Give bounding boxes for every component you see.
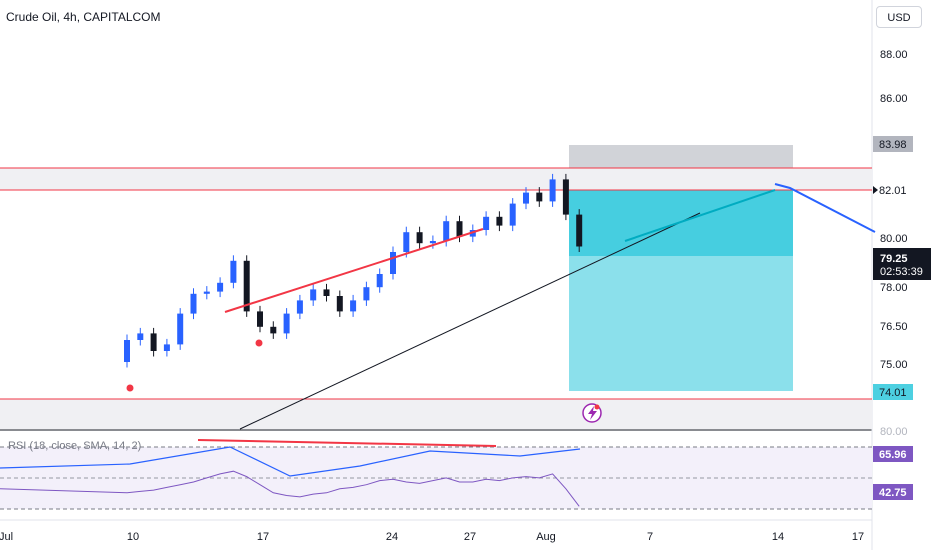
candle-body (257, 311, 263, 327)
time-tick-label: 17 (257, 531, 269, 543)
candle-body (429, 241, 436, 244)
rsi-value-label: 65.96 (879, 449, 907, 461)
candle-body (137, 333, 144, 340)
candle-body (376, 274, 383, 288)
trend-lines (224, 183, 876, 430)
price-tick-label: 76.50 (880, 321, 908, 333)
candle-body (363, 287, 370, 301)
candle-body (536, 192, 543, 202)
candle-body (549, 179, 556, 202)
forecast-path (774, 183, 876, 233)
candle-body (310, 289, 317, 301)
horizontal-levels (0, 167, 872, 429)
rsi-tick-label: 80.00 (880, 426, 908, 438)
rsi-pane: 80.00 65.96 42.75 (0, 426, 913, 510)
price-tick-label: 75.00 (880, 359, 908, 371)
marker-dot (126, 384, 134, 392)
candle-body (443, 221, 450, 241)
last-price-label: 79.25 (880, 253, 908, 265)
time-axis: Jul 10 17 24 27 Aug 7 14 17 (0, 531, 864, 543)
support-band (0, 399, 872, 429)
time-tick-label: 27 (464, 531, 476, 543)
symbol-title: Crude Oil, 4h, CAPITALCOM (6, 10, 161, 24)
target-price-label-box (873, 384, 913, 400)
time-tick-label: 7 (647, 531, 653, 543)
candle-body (576, 214, 583, 247)
price-tick-label: 88.00 (880, 49, 908, 61)
candle-body (296, 300, 303, 314)
time-tick-label: 24 (386, 531, 398, 543)
candle-body (177, 313, 184, 345)
candle-body (456, 221, 463, 237)
price-tick-label: 78.00 (880, 282, 908, 294)
candle-body (217, 282, 224, 292)
candle-body (336, 296, 343, 312)
time-tick-label: Jul (0, 531, 13, 543)
time-tick-label: 14 (772, 531, 784, 543)
candle-body (509, 203, 516, 226)
candle-body (243, 260, 250, 312)
time-tick-label: 10 (127, 531, 139, 543)
candle-body (323, 289, 330, 296)
rsi-divergence-line (197, 439, 497, 447)
black-trend-line (239, 212, 701, 430)
price-tick-label: 80.00 (880, 233, 908, 245)
rsi-line (0, 470, 580, 507)
candle-body (390, 252, 396, 274)
candle-body (124, 340, 130, 362)
countdown-label: 02:53:39 (880, 266, 923, 278)
resistance-band (0, 168, 872, 190)
target-zone-lower (569, 256, 793, 391)
candles (124, 173, 583, 392)
candle-body (350, 300, 357, 312)
stop-price-label-box (873, 136, 913, 152)
rsi-title: RSI (18, close, SMA, 14, 2) (8, 440, 142, 452)
rsi-ma-line (0, 446, 581, 477)
stop-price-label: 83.98 (879, 139, 907, 151)
target-price-label: 74.01 (879, 387, 907, 399)
price-tick-label: 86.00 (880, 93, 908, 105)
entry-price-label: 82.01 (879, 185, 907, 197)
price-axis: 88.00 86.00 80.00 78.00 76.50 75.00 83.98 82.01… (873, 49, 931, 400)
entry-price-label-box (873, 182, 913, 198)
rsi-ma-value-label: 42.75 (879, 487, 907, 499)
candle-body (270, 326, 277, 334)
cyan-trend-line (624, 189, 776, 242)
candle-body (416, 232, 423, 244)
candle-body (163, 344, 170, 351)
time-tick-label: 17 (852, 531, 864, 543)
time-tick-label: Aug (536, 531, 556, 543)
candle-body (523, 192, 529, 204)
candle-body (283, 313, 290, 334)
lightning-bolt-icon (588, 406, 597, 420)
currency-button[interactable]: USD (876, 6, 922, 28)
marker-dot (255, 339, 263, 347)
rsi-value-box (873, 446, 913, 462)
alert-badge-dot (594, 404, 600, 410)
red-trend-line (224, 228, 484, 313)
candle-body (496, 216, 503, 226)
candle-body (190, 293, 197, 314)
candle-body (483, 216, 490, 230)
last-price-box (873, 248, 931, 280)
candle-body (150, 333, 157, 351)
candle-body (230, 260, 237, 283)
candle-body (203, 291, 210, 294)
candle-body (562, 179, 569, 215)
candle-body (403, 232, 410, 252)
entry-arrow-icon (873, 186, 878, 194)
rsi-ma-value-box (873, 484, 913, 500)
